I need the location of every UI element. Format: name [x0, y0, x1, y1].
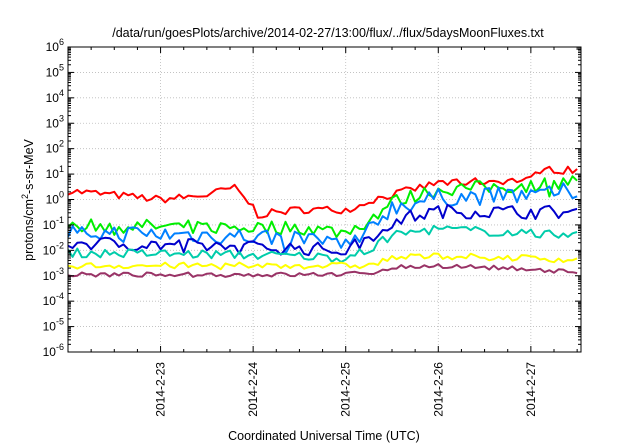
y-axis-label-sup: 2	[20, 194, 30, 199]
y-tick-label: 105	[46, 62, 64, 79]
y-tick-label: 10-5	[43, 317, 64, 334]
y-tick-label: 100	[46, 190, 64, 207]
y-tick-label: 10-3	[43, 266, 64, 283]
plot-frame	[67, 46, 582, 353]
y-tick-exp: 6	[59, 37, 64, 47]
y-tick-base: 10	[43, 345, 57, 359]
y-tick-base: 10	[46, 91, 60, 105]
y-tick-base: 10	[46, 40, 60, 54]
series-line	[68, 175, 578, 239]
y-tick-exp: -3	[56, 266, 64, 276]
y-tick-label: 101	[46, 164, 64, 181]
series-line	[68, 182, 578, 255]
y-tick-label: 10-2	[43, 240, 64, 257]
y-tick-base: 10	[46, 142, 60, 156]
y-tick-label: 10-6	[43, 342, 64, 359]
y-tick-base: 10	[43, 320, 57, 334]
y-tick-label: 102	[46, 139, 64, 156]
y-axis-label-base: protons/cm	[22, 199, 36, 261]
x-tick-label: 2014-2-23	[154, 362, 168, 417]
y-tick-base: 10	[46, 167, 60, 181]
y-tick-base: 10	[46, 193, 60, 207]
y-tick-label: 106	[46, 37, 64, 54]
x-tick-label: 2014-2-25	[339, 362, 353, 417]
y-tick-label: 104	[46, 88, 64, 105]
y-tick-base: 10	[43, 269, 57, 283]
y-tick-exp: -2	[56, 240, 64, 250]
y-tick-label: 10-4	[43, 291, 64, 308]
series-line	[68, 263, 578, 278]
y-tick-base: 10	[46, 116, 60, 130]
y-tick-exp: -5	[56, 317, 64, 327]
series-line	[68, 224, 578, 263]
y-tick-exp: 5	[59, 62, 64, 72]
series-line	[68, 165, 578, 219]
series-line	[68, 252, 578, 271]
y-tick-exp: 0	[59, 190, 64, 200]
y-tick-base: 10	[43, 294, 57, 308]
series-group	[68, 165, 578, 278]
x-tick-label: 2014-2-24	[246, 362, 260, 417]
y-tick-exp: 2	[59, 139, 64, 149]
y-tick-exp: 1	[59, 164, 64, 174]
chart-title: /data/run/goesPlots/archive/2014-02-27/1…	[112, 26, 544, 40]
y-tick-base: 10	[46, 65, 60, 79]
y-tick-base: 10	[43, 243, 57, 257]
y-tick-labels: 10-610-510-410-310-210-11001011021031041…	[43, 37, 64, 359]
y-axis-label-rest: -s-sr-MeV	[22, 138, 36, 194]
x-tick-label: 2014-2-26	[431, 362, 445, 417]
y-tick-label: 10-1	[43, 215, 64, 232]
x-axis-label: Coordinated Universal Time (UTC)	[228, 429, 420, 443]
y-tick-exp: -4	[56, 291, 64, 301]
y-tick-exp: -1	[56, 215, 64, 225]
x-tick-label: 2014-2-27	[524, 362, 538, 417]
y-tick-exp: 4	[59, 88, 64, 98]
y-tick-label: 103	[46, 113, 64, 130]
y-tick-base: 10	[43, 218, 57, 232]
y-tick-exp: -6	[56, 342, 64, 352]
y-axis-label: protons/cm2-s-sr-MeV	[20, 138, 36, 260]
series-line	[68, 203, 578, 257]
y-tick-exp: 3	[59, 113, 64, 123]
x-tick-labels: 2014-2-23 2014-2-24 2014-2-25 2014-2-26 2014…	[154, 362, 538, 417]
